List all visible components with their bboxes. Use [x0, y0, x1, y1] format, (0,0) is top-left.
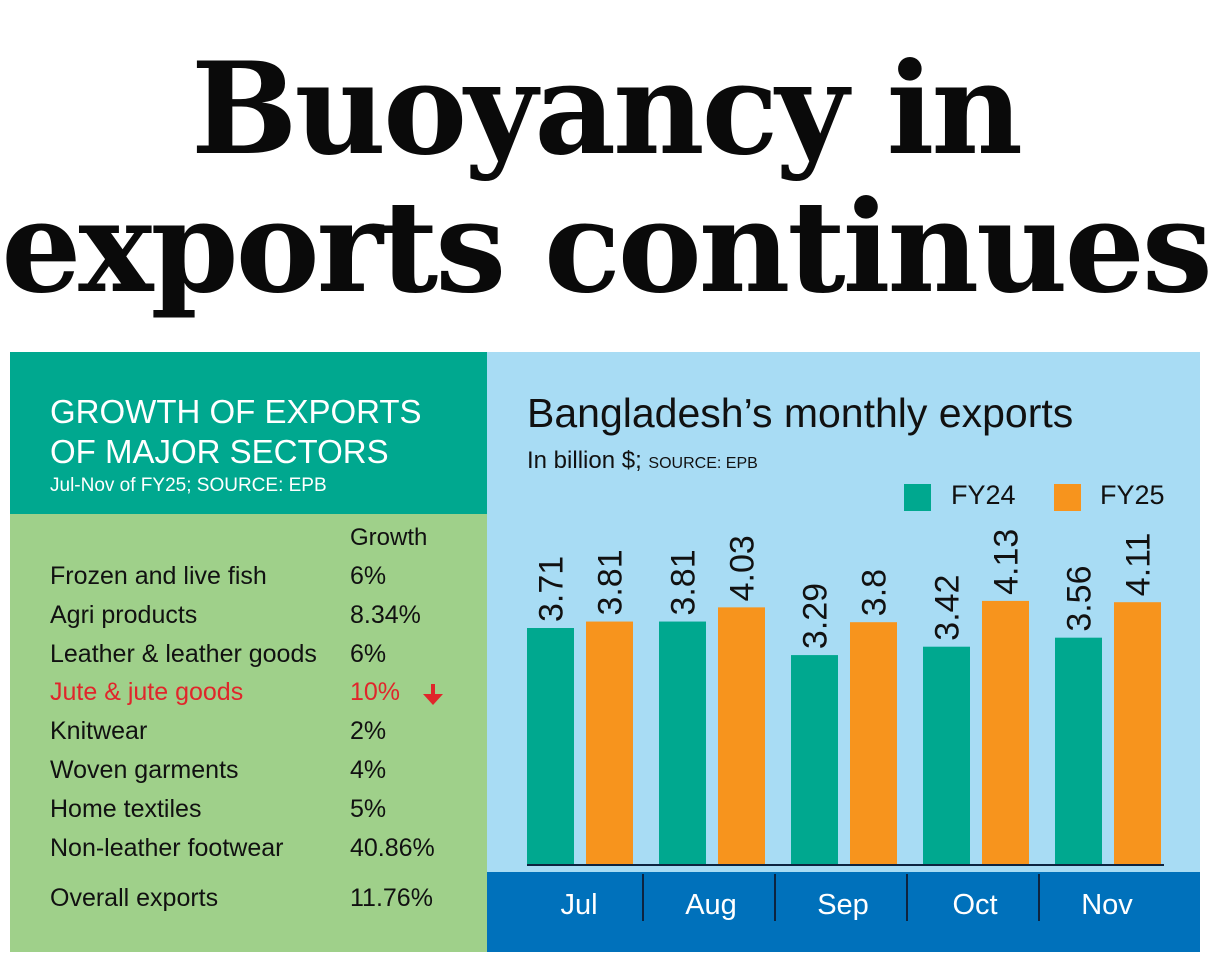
- legend-swatch-fy24: [904, 484, 931, 511]
- data-label-fy25-jul: 3.81: [592, 549, 630, 615]
- chart-title: Bangladesh’s monthly exports: [527, 390, 1074, 436]
- data-label-fy24-nov: 3.56: [1061, 565, 1099, 631]
- sector-growth-value: 4%: [350, 756, 387, 784]
- sector-row-home-textiles: Home textiles 5%: [50, 795, 480, 829]
- x-tick-label-sep: Sep: [817, 889, 869, 921]
- bar-fy24-sep: [791, 655, 838, 864]
- data-label-fy24-aug: 3.81: [665, 549, 703, 615]
- bar-fy24-nov: [1055, 637, 1102, 864]
- data-label-fy24-oct: 3.42: [929, 575, 967, 641]
- sector-name: Woven garments: [50, 756, 239, 784]
- x-tick-label-oct: Oct: [952, 889, 997, 921]
- data-label-fy25-oct: 4.13: [988, 529, 1026, 595]
- sector-row-knitwear: Knitwear 2%: [50, 717, 480, 751]
- sector-row-jute-goods: Jute & jute goods 10%: [50, 678, 480, 712]
- sector-name: Overall exports: [50, 884, 219, 912]
- sector-growth-title-line-2: OF MAJOR SECTORS: [50, 433, 389, 470]
- sector-row-woven-garments: Woven garments 4%: [50, 756, 480, 790]
- sector-growth-value: 11.76%: [350, 884, 433, 912]
- bar-fy25-sep: [850, 622, 897, 864]
- sector-name: Agri products: [50, 601, 198, 629]
- bar-fy25-oct: [982, 600, 1029, 864]
- sector-name: Frozen and live fish: [50, 562, 267, 590]
- sector-row-agri-products: Agri products 8.34%: [50, 601, 480, 635]
- bar-fy24-aug: [659, 621, 706, 864]
- sector-growth-value: 6%: [350, 562, 387, 590]
- monthly-exports-panel: Bangladesh’s monthly exports In billion …: [487, 352, 1200, 952]
- sector-growth-value: 10%: [350, 678, 401, 706]
- x-tick-label-aug: Aug: [685, 889, 737, 921]
- chart-subtitle: In billion $; SOURCE: EPB: [527, 447, 758, 475]
- sector-row-non-leather-footwear: Non-leather footwear 40.86%: [50, 834, 480, 868]
- arrow-down-icon: [423, 684, 443, 705]
- chart-unit-label: In billion $;: [527, 447, 642, 474]
- headline-line-1: Buoyancy in: [191, 35, 1023, 183]
- headline-line-2: exports continues: [1, 173, 1211, 321]
- bar-chart: 3.71 3.81 Jul 3.81 4.03 Aug 3.29 3.8 Sep 3.42 4.13…: [527, 529, 1164, 921]
- sector-name: Knitwear: [50, 717, 148, 745]
- sector-growth-value: 2%: [350, 717, 387, 745]
- legend-label-fy25: FY25: [1100, 480, 1165, 510]
- chart-source: SOURCE: EPB: [648, 455, 758, 472]
- sector-name: Leather & leather goods: [50, 640, 317, 668]
- bar-fy24-oct: [923, 646, 970, 864]
- headline: Buoyancy in exports continues: [0, 40, 1211, 316]
- legend-label-fy24: FY24: [951, 480, 1016, 510]
- bar-fy25-nov: [1114, 602, 1161, 864]
- sector-growth-subtitle: Jul-Nov of FY25; SOURCE: EPB: [50, 475, 327, 496]
- sector-growth-panel: GROWTH OF EXPORTS OF MAJOR SECTORS Jul-N…: [10, 352, 487, 952]
- sector-growth-header: GROWTH OF EXPORTS OF MAJOR SECTORS Jul-N…: [10, 352, 487, 514]
- sector-row-leather-goods: Leather & leather goods 6%: [50, 640, 480, 674]
- x-tick-label-nov: Nov: [1081, 889, 1133, 921]
- sector-name: Jute & jute goods: [50, 678, 244, 706]
- data-label-fy24-jul: 3.71: [533, 556, 571, 622]
- bar-fy25-aug: [718, 607, 765, 864]
- sector-growth-title: GROWTH OF EXPORTS OF MAJOR SECTORS: [50, 392, 422, 472]
- bar-fy24-jul: [527, 628, 574, 864]
- sector-growth-value: 40.86%: [350, 834, 435, 862]
- sector-row-frozen-fish: Frozen and live fish 6%: [50, 562, 480, 596]
- data-label-fy25-nov: 4.11: [1120, 533, 1158, 597]
- sector-row-overall-exports: Overall exports 11.76%: [50, 884, 480, 918]
- data-label-fy25-sep: 3.8: [856, 569, 894, 616]
- sector-name: Non-leather footwear: [50, 834, 284, 862]
- legend-swatch-fy25: [1054, 484, 1081, 511]
- sector-growth-value: 8.34%: [350, 601, 421, 629]
- bar-fy25-jul: [586, 621, 633, 864]
- data-label-fy24-sep: 3.29: [797, 583, 835, 649]
- sector-growth-value: 5%: [350, 795, 387, 823]
- x-axis-band: [487, 872, 1200, 952]
- sector-growth-title-line-1: GROWTH OF EXPORTS: [50, 393, 422, 430]
- data-label-fy25-aug: 4.03: [724, 535, 762, 601]
- sector-growth-value: 6%: [350, 640, 387, 668]
- x-tick-label-jul: Jul: [560, 889, 597, 921]
- sector-name: Home textiles: [50, 795, 202, 823]
- growth-column-header: Growth: [350, 524, 428, 551]
